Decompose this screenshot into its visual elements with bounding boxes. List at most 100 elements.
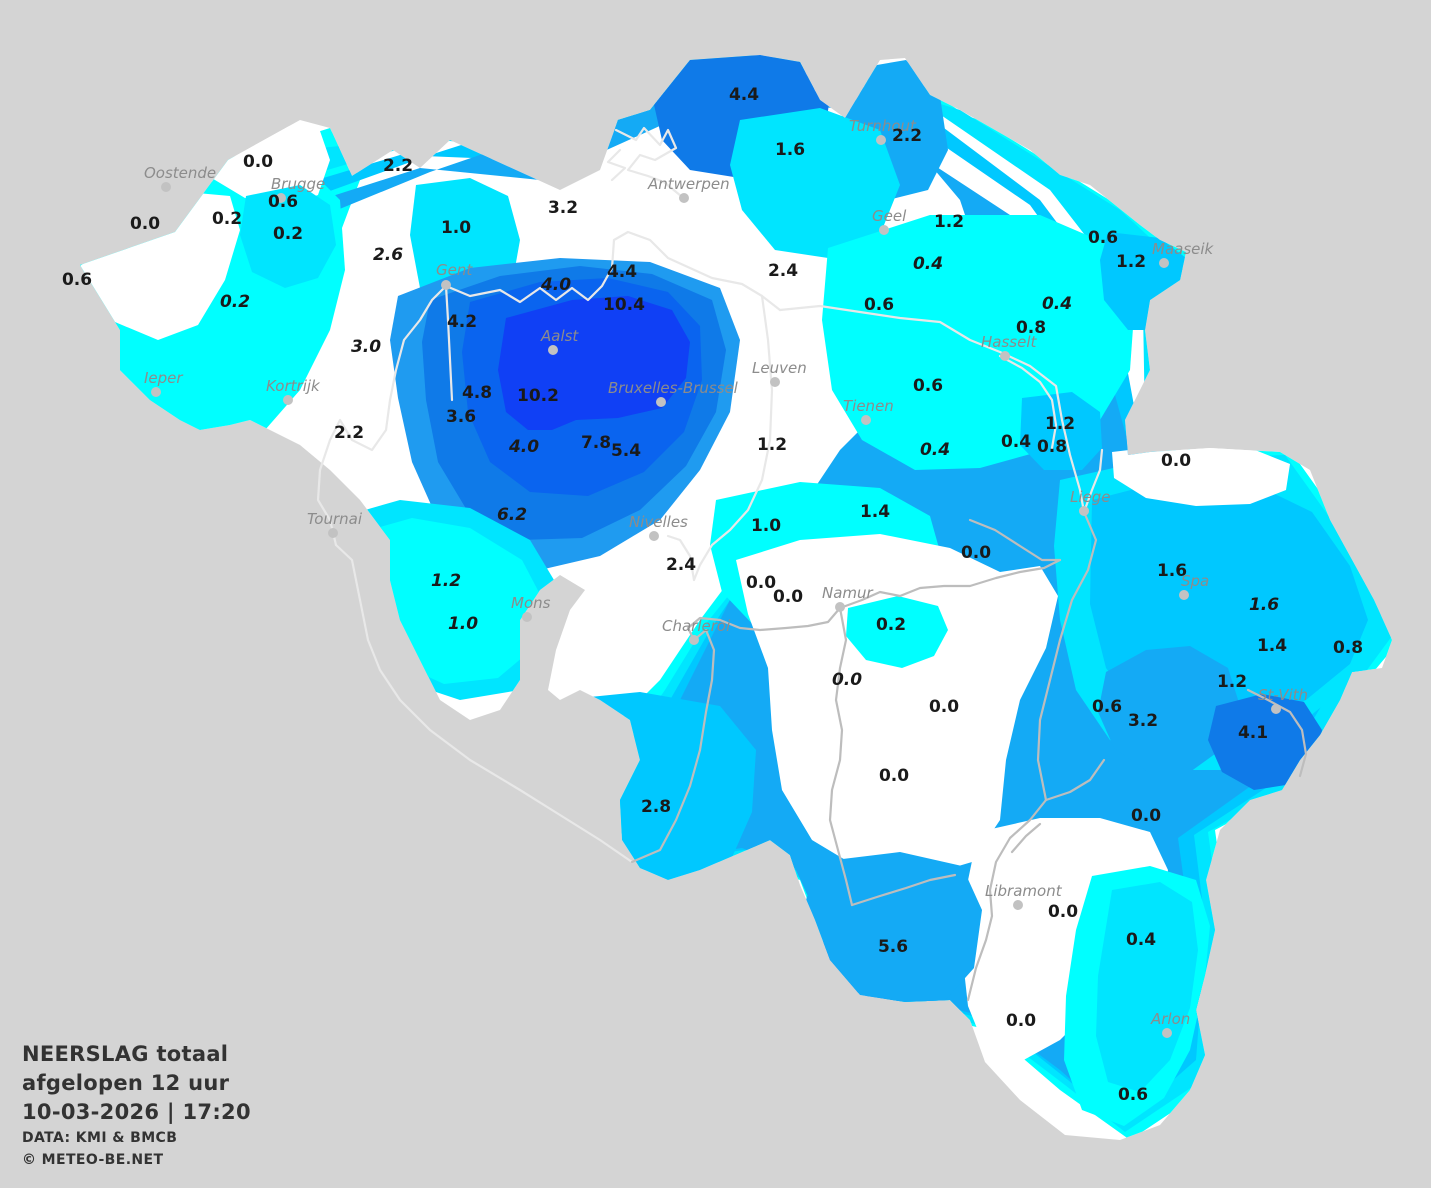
city-dot — [656, 397, 666, 407]
precipitation-value: 0.4 — [1042, 294, 1072, 314]
precipitation-value: 0.4 — [1001, 432, 1031, 452]
city-label: Tienen — [843, 397, 894, 415]
contour-zero-coast-b — [80, 192, 240, 340]
city-label: Nivelles — [629, 513, 688, 531]
city-dot — [151, 387, 161, 397]
precipitation-value: 0.0 — [1006, 1011, 1036, 1031]
city-dot — [1000, 351, 1010, 361]
city-label: Oostende — [144, 164, 216, 182]
region-borders — [316, 126, 1308, 1002]
city-marker: Maaseik — [1152, 240, 1215, 268]
city-dot — [1013, 900, 1023, 910]
city-label: Mons — [511, 594, 551, 612]
contour-zero-wallonia — [736, 534, 1058, 878]
city-label: Turnhout — [849, 117, 917, 135]
precipitation-value: 1.2 — [431, 571, 461, 591]
city-label: Tournai — [307, 510, 363, 528]
city-dot — [1162, 1028, 1172, 1038]
precipitation-value: 7.8 — [581, 433, 611, 453]
precipitation-value: 1.6 — [775, 140, 805, 160]
city-dot — [276, 193, 286, 203]
city-dot — [548, 345, 558, 355]
precipitation-value: 4.1 — [1238, 723, 1268, 743]
city-marker: Mons — [511, 594, 551, 622]
city-marker: Leuven — [752, 359, 807, 387]
city-marker: Tienen — [843, 397, 894, 425]
precipitation-value: 1.4 — [860, 502, 890, 522]
contour-brugge-cyan — [240, 185, 336, 288]
caption-subtitle: afgelopen 12 uur — [22, 1070, 230, 1095]
value-label-layer: 0.0 0.6 0.2 0.2 0.0 0.6 0.2 2.2 1.0 2.6 3.2 4.0 4.4 1… — [62, 85, 1363, 1105]
precipitation-value: 0.0 — [746, 573, 776, 593]
precipitation-value: 0.6 — [864, 295, 894, 315]
precipitation-value: 1.2 — [1217, 672, 1247, 692]
precipitation-value: 1.6 — [1157, 561, 1187, 581]
city-marker: Hasselt — [981, 333, 1037, 361]
precipitation-value: 0.0 — [1161, 451, 1191, 471]
precipitation-value: 3.2 — [1128, 711, 1158, 731]
precipitation-value: 0.2 — [212, 209, 242, 229]
city-label: Arlon — [1150, 1010, 1190, 1028]
city-marker: St-Vith — [1258, 686, 1308, 714]
precipitation-value: 1.2 — [1116, 252, 1146, 272]
precipitation-value: 3.6 — [446, 407, 476, 427]
city-layer: Oostende Brugge Ieper Kortrijk Gent Antwerpen… — [144, 117, 1308, 1038]
precipitation-value: 0.8 — [1016, 318, 1046, 338]
city-label: St-Vith — [1258, 686, 1308, 704]
precipitation-value: 0.4 — [920, 440, 950, 460]
city-dot — [879, 225, 889, 235]
city-marker: Brugge — [271, 175, 325, 203]
city-marker: Aalst — [540, 327, 579, 355]
city-marker: Nivelles — [629, 513, 688, 541]
precipitation-value: 6.2 — [497, 505, 527, 525]
city-dot — [861, 415, 871, 425]
precipitation-value: 1.0 — [751, 516, 781, 536]
precipitation-value: 0.0 — [832, 670, 862, 690]
caption-copyright: © METEO-BE.NET — [22, 1151, 164, 1168]
precipitation-value: 0.2 — [220, 292, 250, 312]
precipitation-value: 4.4 — [607, 262, 637, 282]
city-dot — [283, 395, 293, 405]
contour-32-lobe — [1098, 646, 1240, 772]
city-marker: Oostende — [144, 164, 216, 192]
precipitation-value: 3.2 — [548, 198, 578, 218]
contour-namur-cyan — [846, 596, 948, 668]
precipitation-value: 2.2 — [892, 126, 922, 146]
city-marker: Turnhout — [849, 117, 917, 145]
precipitation-value: 0.8 — [1037, 437, 1067, 457]
city-marker: Tournai — [307, 510, 363, 538]
precipitation-value: 1.6 — [1249, 595, 1279, 615]
precipitation-value: 0.4 — [1126, 930, 1156, 950]
city-dot — [328, 528, 338, 538]
caption-source: DATA: KMI & BMCB — [22, 1129, 178, 1146]
city-label: Liege — [1070, 488, 1111, 506]
city-label: Bruxelles-Brussel — [608, 379, 739, 397]
city-dot — [679, 193, 689, 203]
precipitation-value: 1.2 — [757, 435, 787, 455]
city-label: Libramont — [985, 882, 1063, 900]
contour-tongeren — [1020, 392, 1102, 470]
precipitation-value: 10.4 — [603, 295, 645, 315]
city-marker: Ieper — [144, 369, 183, 397]
city-dot — [1179, 590, 1189, 600]
city-label: Leuven — [752, 359, 807, 377]
precipitation-value: 0.0 — [243, 152, 273, 172]
precipitation-value: 0.6 — [268, 192, 298, 212]
precipitation-value: 0.2 — [876, 615, 906, 635]
contour-arlon-bright — [1096, 882, 1198, 1092]
city-marker: Geel — [872, 207, 907, 235]
precipitation-value: 2.6 — [373, 245, 403, 265]
city-label: Brugge — [271, 175, 325, 193]
city-marker: Namur — [822, 584, 874, 612]
city-dot — [1271, 704, 1281, 714]
precipitation-value: 1.2 — [934, 212, 964, 232]
precipitation-value: 0.6 — [62, 270, 92, 290]
caption-block: NEERSLAG totaal afgelopen 12 uur 10-03-2… — [22, 1040, 442, 1171]
precipitation-value: 4.4 — [729, 85, 759, 105]
precipitation-value: 0.6 — [913, 376, 943, 396]
caption-datetime: 10-03-2026 | 17:20 — [22, 1099, 251, 1124]
city-dot — [441, 280, 451, 290]
precipitation-value: 0.0 — [130, 214, 160, 234]
precipitation-value: 4.0 — [540, 275, 571, 295]
